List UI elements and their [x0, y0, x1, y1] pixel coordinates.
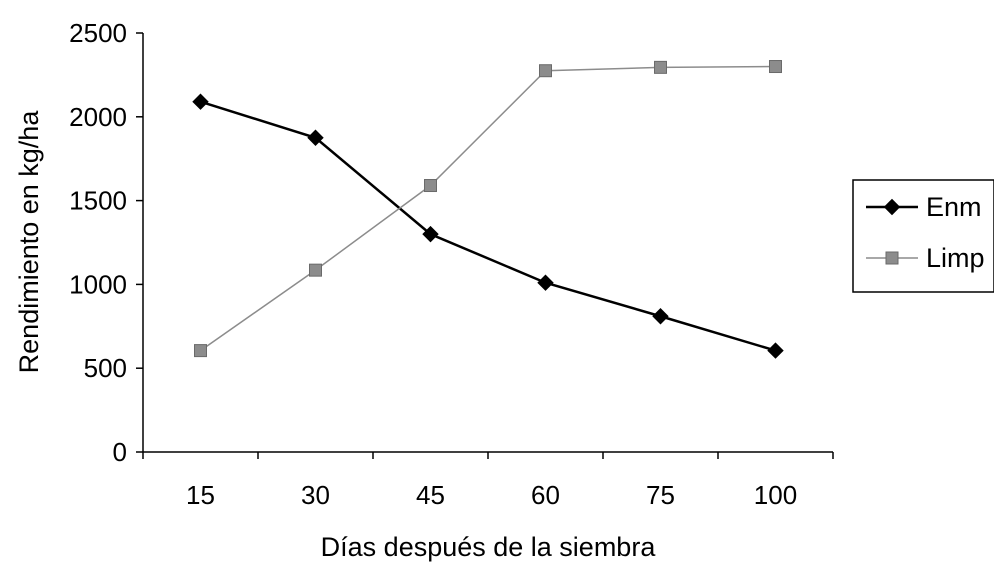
series-layer: [192, 60, 784, 359]
x-tick-label: 100: [754, 480, 797, 510]
y-tick-label: 0: [113, 437, 127, 467]
data-point-limp: [539, 64, 552, 78]
data-point-limp: [424, 179, 437, 193]
legend-box: [852, 179, 994, 293]
y-axis-title: Rendimiento en kg/ha: [14, 110, 44, 374]
series-line-limp: [200, 65, 776, 352]
axes: 0 500 1000 1500 2000 2500 15 30 45 60 75 100: [69, 18, 834, 510]
data-point-enm: [652, 308, 669, 325]
data-point-enm: [307, 129, 324, 146]
legend-marker-limp: [885, 251, 899, 265]
data-point-enm: [422, 225, 439, 243]
y-tick-label: 500: [84, 353, 127, 383]
y-tick-label: 2000: [69, 102, 127, 132]
legend-label-limp: Limp: [926, 243, 985, 273]
y-tick-label: 1000: [69, 269, 127, 299]
series-line-enm: [200, 100, 776, 352]
x-axis-title: Días después de la siembra: [321, 532, 657, 562]
y-tick-label: 2500: [69, 18, 127, 48]
series-limp: [194, 60, 782, 358]
x-tick-label: 45: [416, 480, 445, 510]
data-point-enm: [537, 274, 554, 291]
data-point-limp: [194, 344, 207, 358]
data-point-limp: [654, 60, 667, 74]
data-point-enm: [767, 342, 784, 359]
legend-marker-enm: [883, 198, 901, 216]
series-enm: [192, 93, 784, 359]
legend: Enm Limp: [852, 179, 994, 293]
data-point-enm: [192, 93, 209, 110]
data-point-limp: [769, 60, 782, 74]
x-tick-label: 30: [301, 480, 330, 510]
x-tick-label: 75: [646, 480, 675, 510]
x-tick-label: 60: [531, 480, 560, 510]
x-tick-label: 15: [186, 480, 215, 510]
data-point-limp: [309, 263, 322, 277]
legend-label-enm: Enm: [926, 192, 982, 222]
y-tick-label: 1500: [69, 186, 127, 216]
